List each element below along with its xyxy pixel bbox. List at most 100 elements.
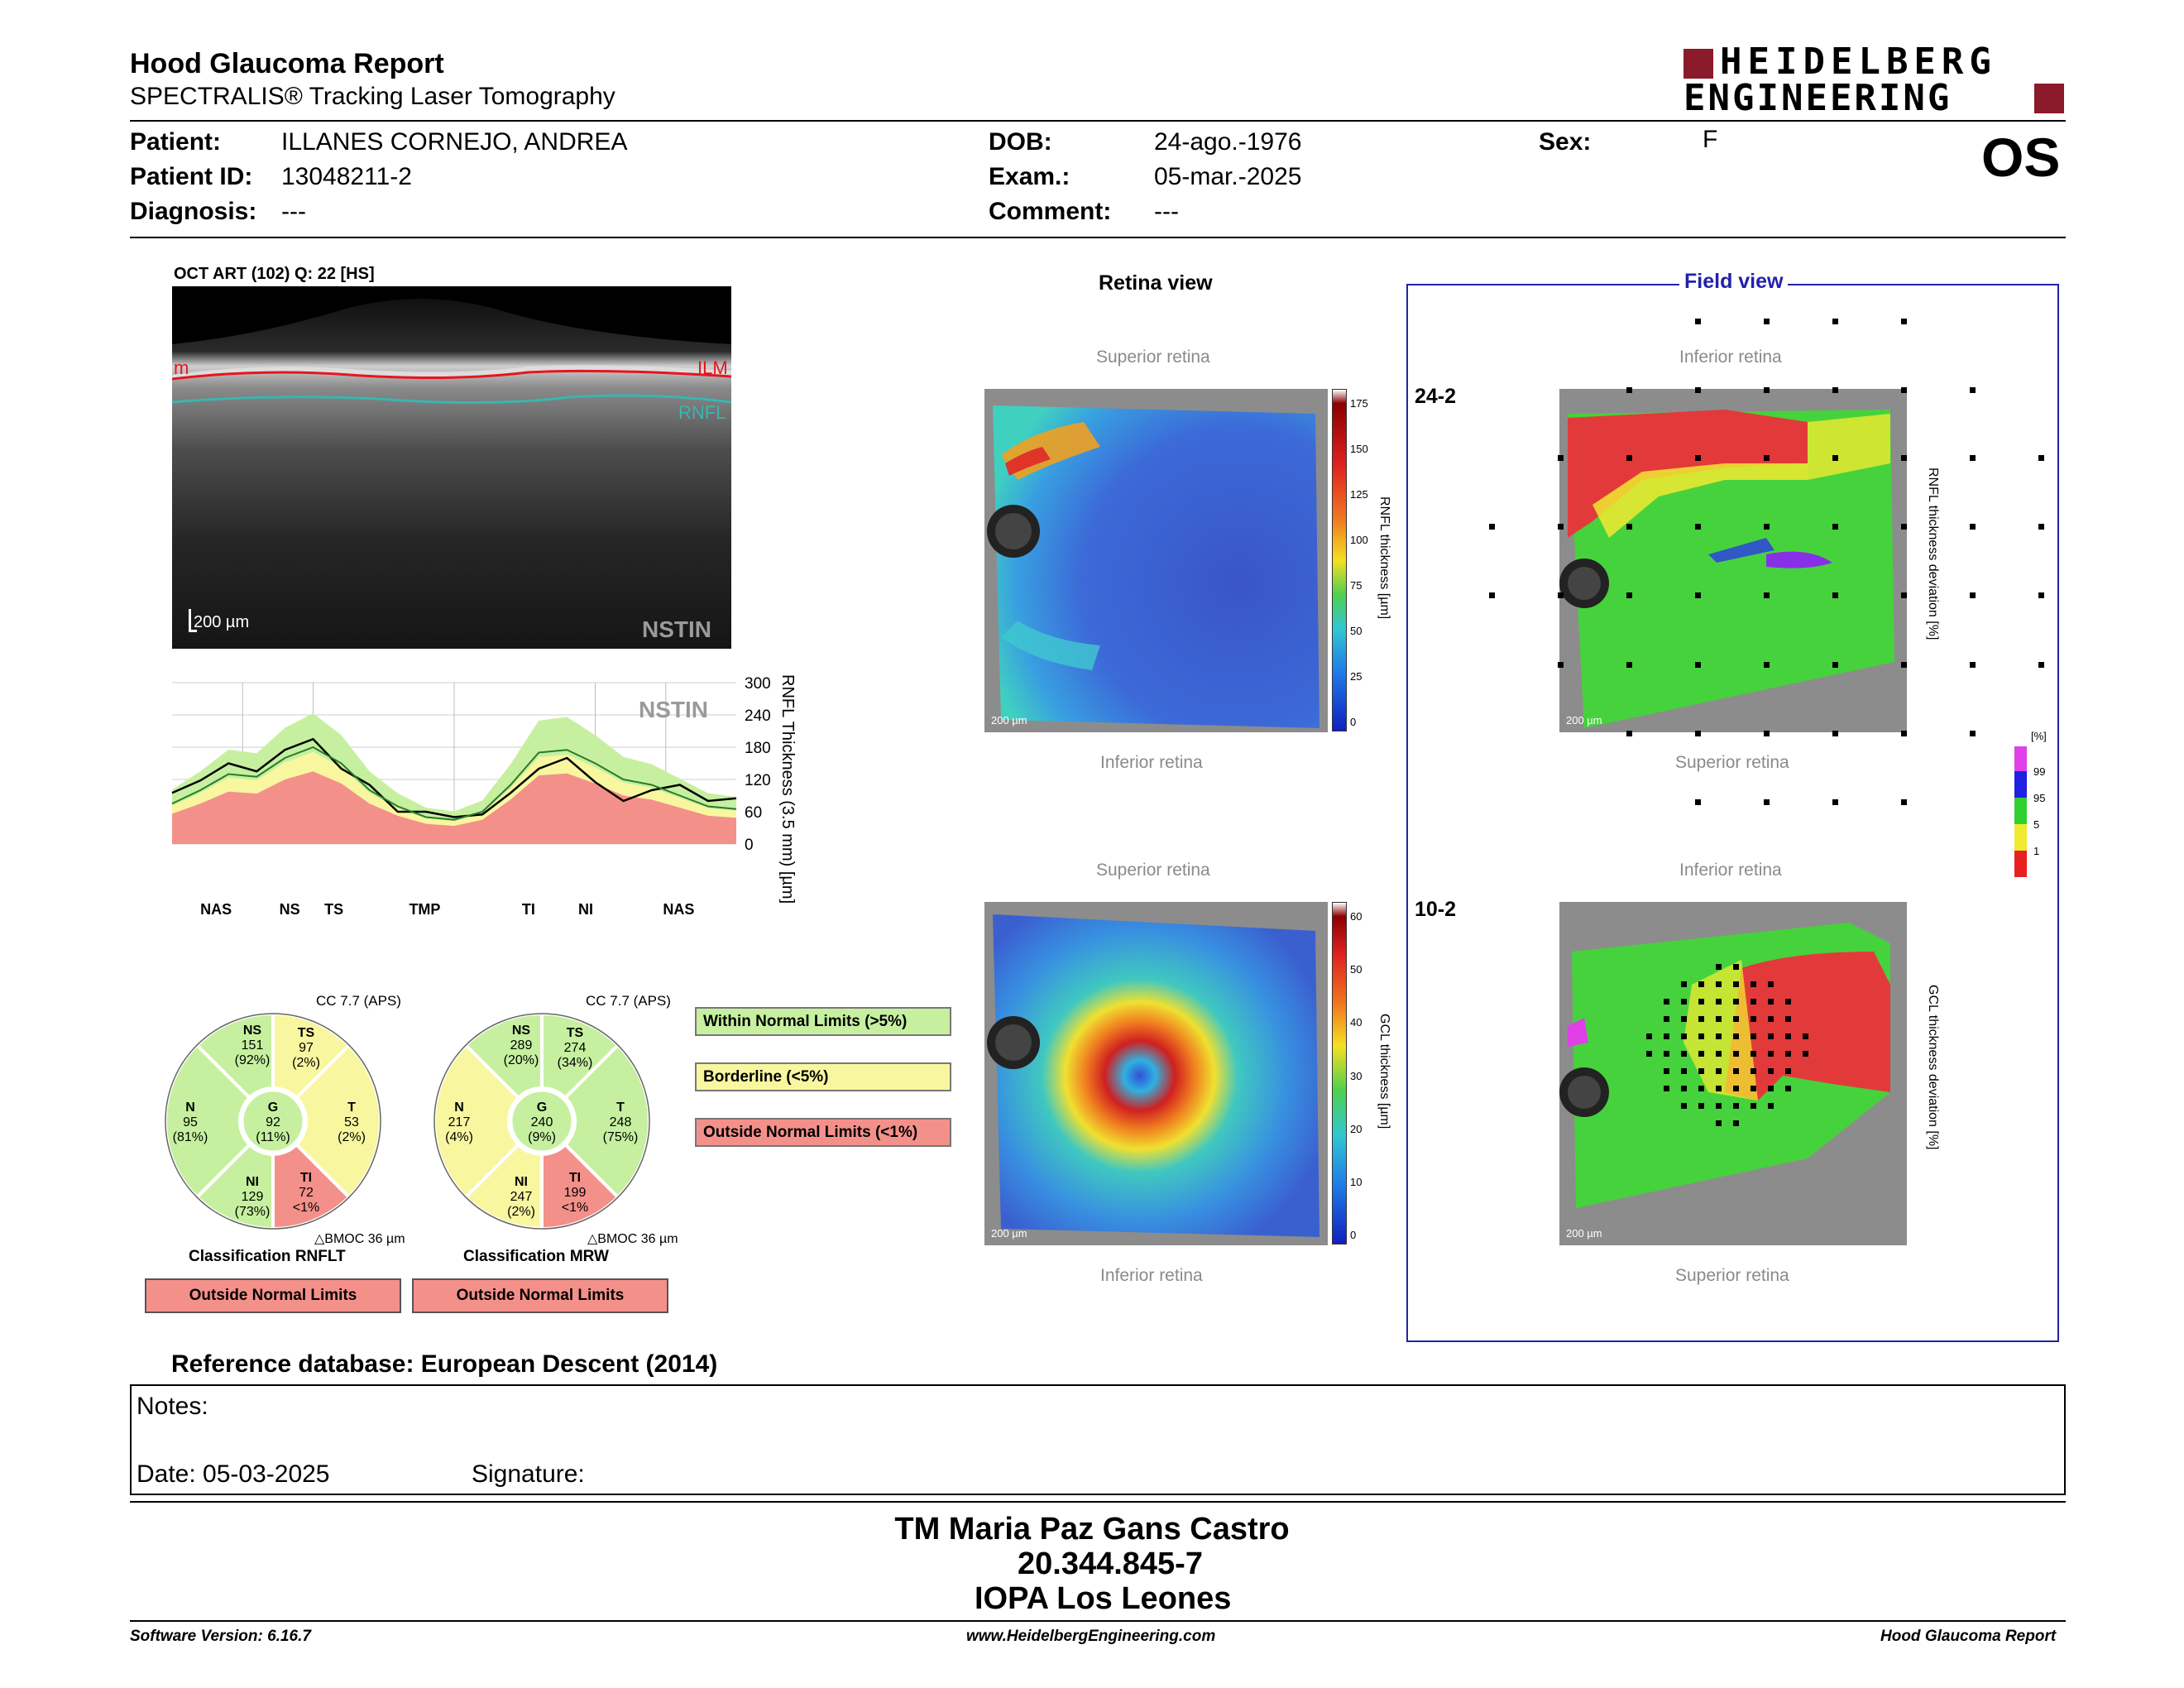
rnfl-scale-label: RNFL thickness [µm] [1377,496,1391,620]
exam-value: 05-mar.-2025 [1154,163,1302,190]
outside-band [172,771,736,844]
rnflt-t-label: T 53 (2%) [338,1101,366,1144]
pie-outline [165,1013,381,1230]
field-test-point [1764,799,1770,805]
rnfl-dev-scale-text: 200 µm [1566,714,1602,727]
field-test-point [1681,1016,1687,1022]
profile-xlabel: NAS [663,901,694,914]
field-test-point [1751,1051,1756,1057]
field-test-point [1764,592,1770,598]
colorbar-tick: 100 [1350,534,1368,546]
field-test-point [1558,592,1564,598]
field-test-point [1695,662,1701,668]
retina-inf-1: Inferior retina [1100,753,1203,772]
eye-label: OS [1981,127,2061,188]
field-test-point [1901,455,1907,461]
oct-bscan-image: 200 µm ILM RNFL m NSTIN [172,286,731,649]
field-test-point [1901,662,1907,668]
field-test-point [1733,1103,1739,1109]
field-test-point [1695,524,1701,530]
colorbar-tick: 20 [1350,1122,1363,1135]
patient-id-label: Patient ID: [130,163,253,190]
oct-ilm-text: ILM [697,357,728,378]
field-test-point [1698,981,1704,987]
rnflt-ni-label: NI 129 (73%) [234,1175,271,1219]
reference-database: Reference database: European Descent (20… [171,1350,718,1378]
rnfl-thickness-map: 200 µm [984,389,1328,732]
field-test-point [1764,731,1770,736]
field-test-point [1803,1051,1808,1057]
oct-scale-text: 200 µm [194,613,249,631]
field-test-point [1716,1033,1722,1039]
field-test-point [1558,662,1564,668]
legend-borderline: Borderline (<5%) [695,1062,951,1091]
field-test-point [1681,1051,1687,1057]
retina-sup-2: Superior retina [1096,861,1210,880]
pie-sector-g [510,1089,574,1153]
field-test-point [1970,731,1976,736]
colorbar-tick: 30 [1350,1069,1363,1082]
field-test-point [1901,731,1907,736]
field-test-point [1716,1016,1722,1022]
field-test-point [1751,1103,1756,1109]
exam-label: Exam.: [989,163,1070,190]
field-test-point [1832,319,1838,324]
dob-label: DOB: [989,128,1052,156]
field-test-point [1716,999,1722,1005]
field-test-point [1785,1068,1791,1074]
field-test-point [1664,1033,1669,1039]
pie-mrw [433,1011,651,1231]
field-test-point [1832,799,1838,805]
label-10-2: 10-2 [1415,898,1457,921]
field-test-point [1901,319,1907,324]
field-test-point [1764,662,1770,668]
field-test-point [1698,1103,1704,1109]
field-test-point [2038,592,2044,598]
mrw-ts-label: TS 274 (34%) [557,1026,593,1070]
field-test-point [1768,1086,1774,1091]
report-name-footer: Hood Glaucoma Report [1880,1628,2057,1645]
field-test-point [1716,964,1722,970]
field-test-point [1681,999,1687,1005]
field-test-point [1626,731,1632,736]
sex-value: F [1703,126,1718,153]
field-test-point [1716,981,1722,987]
field-test-point [1764,387,1770,393]
field-test-point [1733,964,1739,970]
website-link[interactable]: www.HeidelbergEngineering.com [966,1628,1216,1645]
field-test-point [1626,524,1632,530]
oct-left-edge-text: m [174,357,189,378]
field-test-point [1832,455,1838,461]
field-test-point [1664,1016,1669,1022]
field-test-point [1832,387,1838,393]
oct-mode-text: NSTIN [642,616,711,642]
field-test-point [1751,999,1756,1005]
field-test-point [1698,1016,1704,1022]
rnfl-dev-label: RNFL thickness deviation [%] [1926,468,1940,640]
rnflt-ts-label: TS 97 (2%) [292,1026,320,1070]
field-test-point [1664,999,1669,1005]
field-test-point [1646,1033,1652,1039]
notes-label: Notes: [136,1393,208,1420]
pie-outline [433,1013,650,1230]
field-test-point [1751,981,1756,987]
field-test-point [1764,455,1770,461]
gcl-colorbar-ticks: 60 50 40 30 20 10 0 [1350,902,1383,1243]
pct-colorbar [2014,746,2027,877]
field-test-point [1751,1086,1756,1091]
retina-inf-2: Inferior retina [1100,1266,1203,1285]
field-inf-1: Inferior retina [1679,348,1782,367]
colorbar-tick: 150 [1350,443,1368,455]
field-test-point [1970,592,1976,598]
patient-name: ILLANES CORNEJO, ANDREA [281,128,628,156]
field-test-point [1901,592,1907,598]
colorbar-tick: 25 [1350,670,1363,683]
profile-xlabel: NI [578,901,593,914]
legend-within: Within Normal Limits (>5%) [695,1007,951,1036]
brand-line1: HEIDELBERG [1720,41,1997,83]
mrw-g-label: G 240 (9%) [528,1101,556,1144]
field-test-point [1716,1103,1722,1109]
field-test-point [1733,1051,1739,1057]
field-test-point [1768,1068,1774,1074]
field-test-point [1970,455,1976,461]
